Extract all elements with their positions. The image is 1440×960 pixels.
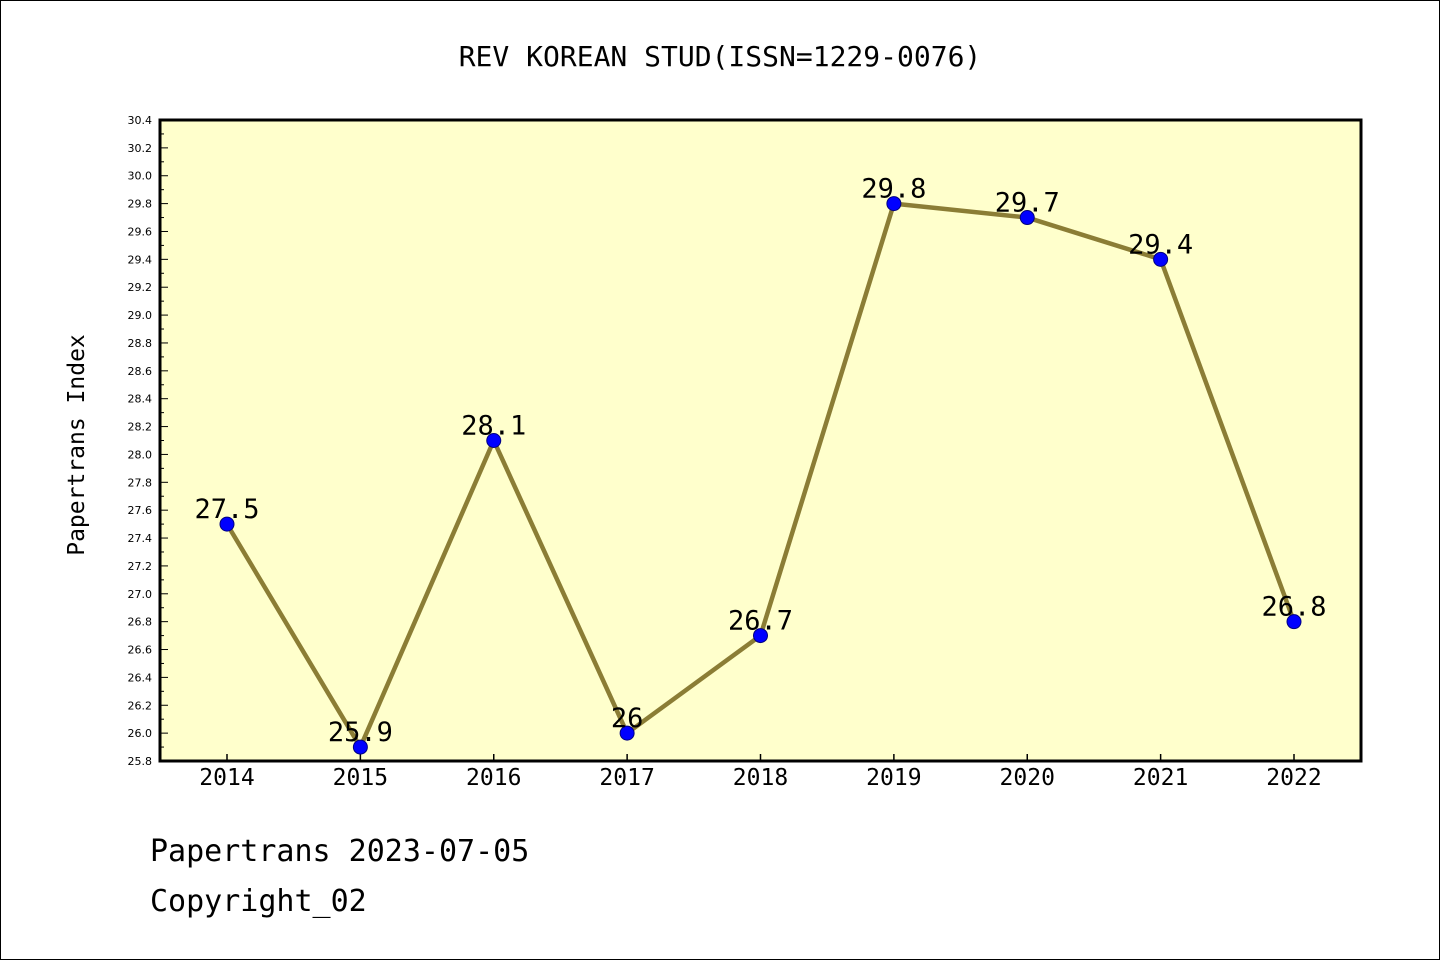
footer-date-line: Papertrans 2023-07-05 (150, 834, 530, 869)
y-tick-label: 29.0 (128, 309, 153, 322)
data-point-marker (1286, 614, 1302, 630)
y-tick-label: 30.0 (128, 170, 153, 183)
y-tick-label: 28.0 (128, 448, 153, 461)
y-tick-label: 26.2 (128, 699, 153, 712)
y-tick-label: 29.2 (128, 281, 153, 294)
data-label: 29.8 (861, 174, 926, 205)
y-tick-label: 27.6 (128, 504, 153, 517)
chart-title: REV KOREAN STUD(ISSN=1229-0076) (459, 40, 982, 73)
data-point-marker (886, 196, 902, 212)
data-label: 29.4 (1128, 229, 1193, 260)
y-tick-label: 26.0 (128, 727, 153, 740)
y-tick-label: 29.4 (128, 253, 153, 266)
data-point-marker (352, 739, 368, 755)
x-axis-ticks: 2014 2015 2016 2017 2018 2019 2020 2021 2022 (199, 754, 1322, 791)
x-tick-label: 2018 (733, 765, 788, 791)
x-tick-label: 2016 (466, 765, 521, 791)
x-tick-label: 2019 (866, 765, 921, 791)
x-tick-label: 2020 (1000, 765, 1055, 791)
y-axis-ticks: 25.8 26.0 26.2 26.4 26.6 26.8 27.0 27.2 27.4 27.6… (128, 114, 168, 768)
y-tick-label: 29.8 (128, 198, 153, 211)
data-point-marker (219, 516, 235, 532)
data-label: 26.7 (728, 606, 793, 637)
markers-layer (219, 196, 1302, 755)
data-point-marker (1019, 210, 1035, 226)
y-axis-label: Papertrans Index (64, 334, 90, 556)
data-label: 27.5 (194, 494, 259, 525)
y-tick-label: 29.6 (128, 225, 153, 238)
data-label: 29.7 (995, 188, 1060, 219)
y-tick-label: 28.8 (128, 337, 153, 350)
x-tick-label: 2021 (1133, 765, 1188, 791)
data-point-marker (619, 725, 635, 741)
data-point-marker (486, 433, 502, 448)
data-label: 26 (611, 703, 644, 734)
y-tick-label: 27.4 (128, 532, 153, 545)
y-tick-label: 25.8 (128, 755, 153, 768)
plot-area (158, 118, 1363, 763)
y-tick-label: 26.6 (128, 644, 153, 657)
y-tick-label: 28.2 (128, 421, 153, 434)
y-tick-label: 27.8 (128, 476, 153, 489)
data-labels-layer: 27.5 25.9 28.1 26 26.7 29.8 29.7 29.4 26.8 (194, 174, 1326, 748)
y-tick-label: 27.2 (128, 560, 153, 573)
data-label: 28.1 (461, 411, 526, 442)
x-tick-label: 2017 (599, 765, 654, 791)
y-tick-label: 30.2 (128, 142, 153, 155)
footer-copyright-line: Copyright_02 (150, 884, 367, 919)
data-label: 26.8 (1261, 592, 1326, 623)
data-label: 25.9 (328, 717, 393, 748)
x-tick-label: 2022 (1266, 765, 1321, 791)
y-tick-label: 28.6 (128, 365, 153, 378)
y-tick-label: 28.4 (128, 393, 153, 406)
x-tick-label: 2015 (333, 765, 388, 791)
data-point-marker (1153, 251, 1169, 267)
y-tick-label: 26.4 (128, 671, 153, 684)
y-tick-label: 26.8 (128, 616, 153, 629)
x-tick-label: 2014 (199, 765, 254, 791)
data-point-marker (753, 628, 768, 644)
y-tick-label: 30.4 (128, 114, 153, 127)
y-tick-label: 27.0 (128, 588, 153, 601)
